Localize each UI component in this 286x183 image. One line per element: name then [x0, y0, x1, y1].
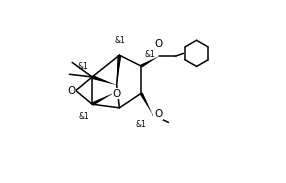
Text: O: O	[154, 39, 162, 49]
Polygon shape	[91, 92, 115, 106]
Polygon shape	[117, 55, 121, 85]
Text: &1: &1	[78, 62, 88, 71]
Polygon shape	[92, 75, 117, 85]
Text: &1: &1	[145, 50, 156, 59]
Text: O: O	[113, 89, 121, 99]
Text: O: O	[67, 86, 76, 96]
Text: &1: &1	[79, 112, 89, 121]
Polygon shape	[140, 56, 159, 68]
Text: O: O	[154, 109, 162, 119]
Text: &1: &1	[114, 36, 125, 45]
Text: &1: &1	[136, 120, 146, 129]
Polygon shape	[140, 93, 153, 115]
